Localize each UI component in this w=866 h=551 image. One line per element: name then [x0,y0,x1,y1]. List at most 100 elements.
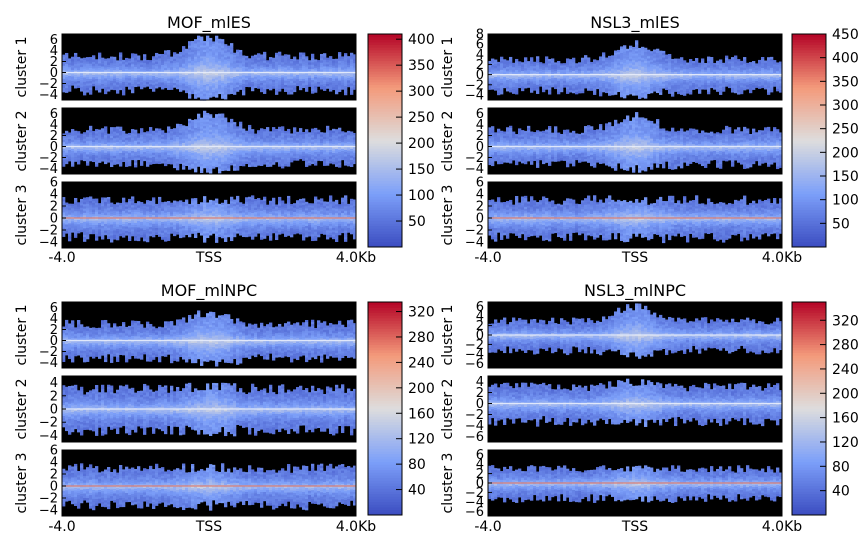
colorbar: 40 80 120 160 200 240 280 320 [367,301,435,516]
colorbar-tick-label: 240 [832,362,859,378]
y-tick-label: 0 [50,403,58,418]
colorbar-tick-label: 160 [832,411,859,427]
x-tick-label: -4.0 [474,250,501,266]
y-tick-label: 2 [50,55,58,70]
colorbar-tick-label: 100 [408,188,435,204]
y-tick-label: −4 [39,504,58,519]
colorbar-tick-label: 120 [832,435,859,451]
y-tick-label: −6 [465,357,484,372]
panel-title: MOF_mlNPC [161,281,257,301]
cluster-band: 420−2−4−6 cluster 2 [440,375,783,445]
colorbar-tick-label: 160 [408,406,435,422]
colorbar-tick-label: 400 [832,51,859,67]
cluster-label: cluster 2 [14,111,30,172]
panel-title: NSL3_mlES [590,13,680,33]
y-tick-label: −6 [465,430,484,445]
cluster-label: cluster 2 [440,111,456,172]
colorbar-tick-label: 350 [408,58,435,74]
y-tick-label: 6 [50,176,58,191]
colorbar-tick-label: 50 [408,214,426,230]
colorbar-tick-label: 300 [832,98,859,114]
y-tick-label: 6 [476,300,484,315]
y-tick-label: 0 [476,329,484,344]
cluster-label: cluster 1 [440,305,456,366]
colorbar-tick-label: 320 [832,313,859,329]
y-tick-label: 4 [476,118,484,133]
y-tick-label: 6 [476,448,484,463]
y-tick-label: 2 [476,319,484,334]
x-tick-label: -4.0 [48,519,75,535]
panel-title: MOF_mlES [167,13,251,33]
y-tick-label: 4 [476,48,484,63]
colorbar-tick-label: 40 [832,484,850,500]
y-tick-label: 2 [50,468,58,483]
y-tick-label: −4 [465,419,484,434]
y-tick-label: 6 [50,444,58,459]
y-tick-label: 0 [50,480,58,495]
colorbar-tick-label: 40 [408,483,426,499]
y-tick-label: 2 [476,200,484,215]
y-tick-label: 2 [476,386,484,401]
x-tick-label: TSS [621,250,648,266]
y-tick-label: 2 [50,200,58,215]
colorbar-tick-label: 200 [408,381,435,397]
colorbar-tick-label: 280 [408,330,435,346]
y-tick-label: −2 [39,416,58,431]
y-tick-label: 4 [476,188,484,203]
y-tick-label: 2 [50,129,58,144]
cluster-label: cluster 1 [14,37,30,98]
colorbar-tick-label: 120 [408,432,435,448]
colorbar-tick-label: 240 [408,355,435,371]
x-tick-label: 4.0Kb [762,519,802,535]
y-tick-label: −4 [39,236,58,251]
y-tick-label: −4 [465,236,484,251]
panel-title: NSL3_mlNPC [584,281,686,301]
cluster-band: 420−2−4 cluster 2 [14,375,357,444]
colorbar-tick-label: 80 [832,459,850,475]
x-tick-label: TSS [195,250,222,266]
x-tick-label: TSS [195,519,222,535]
y-tick-label: −4 [465,495,484,510]
y-tick-label: −4 [465,88,484,103]
x-tick-label: TSS [621,519,648,535]
y-tick-label: −4 [465,162,484,177]
cluster-label: cluster 2 [440,379,456,440]
x-tick-label: 4.0Kb [336,250,376,266]
y-tick-label: 4 [50,188,58,203]
y-tick-label: 4 [50,44,58,59]
x-tick-label: 4.0Kb [336,519,376,535]
y-tick-label: −2 [39,492,58,507]
cluster-label: cluster 1 [14,305,30,366]
y-tick-label: 4 [50,456,58,471]
y-tick-label: 4 [476,458,484,473]
y-tick-label: −4 [39,88,58,103]
colorbar-tick-label: 320 [408,305,435,321]
colorbar-tick-label: 200 [832,386,859,402]
y-tick-label: 0 [476,397,484,412]
y-tick-label: −2 [465,224,484,239]
colorbar-tick-label: 200 [408,136,435,152]
colorbar-tick-label: 150 [408,162,435,178]
y-tick-label: −2 [39,345,58,360]
y-tick-label: 8 [476,28,484,43]
y-tick-label: 2 [476,467,484,482]
colorbar-tick-label: 100 [832,193,859,209]
y-tick-label: 6 [50,301,58,316]
colorbar: 40 80 120 160 200 240 280 320 [791,301,859,516]
colorbar-tick-label: 150 [832,169,859,185]
y-tick-label: 0 [476,212,484,227]
y-tick-label: 4 [476,375,484,390]
x-tick-label: 4.0Kb [762,250,802,266]
y-tick-label: −2 [465,486,484,501]
y-tick-label: 6 [50,33,58,48]
